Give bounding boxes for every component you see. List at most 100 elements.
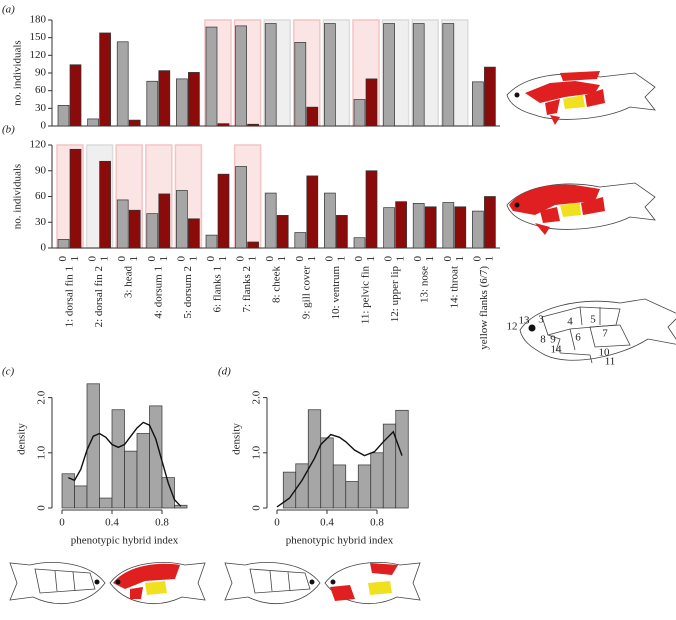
histogram-bar	[282, 471, 297, 509]
bar	[306, 175, 319, 249]
fish-b	[506, 182, 656, 235]
bar	[395, 201, 407, 249]
panel-label: (b)	[2, 124, 15, 136]
bar	[158, 193, 171, 249]
region-number: 9	[550, 334, 556, 346]
bar	[383, 207, 395, 249]
y-tick-label: 1.0	[251, 445, 263, 459]
y-tick-label: 2.0	[36, 390, 48, 404]
series-label: 1	[454, 256, 466, 262]
x-tick-label: 0.8	[370, 517, 384, 529]
bar	[247, 241, 259, 249]
x-tick-label: 4: dorsum 1	[152, 266, 164, 319]
y-tick-label: 90	[35, 164, 47, 176]
y-tick-label: 1.0	[36, 445, 48, 459]
series-label: 1	[276, 256, 288, 262]
series-label: 1	[99, 256, 111, 262]
bar	[454, 206, 467, 249]
region-number: 11	[605, 356, 616, 368]
bar	[235, 166, 247, 249]
y-tick-label: 30	[35, 102, 47, 114]
y-tick-label: 30	[35, 216, 47, 228]
series-label: 0	[264, 256, 276, 262]
bar	[484, 196, 496, 249]
histogram-bar	[86, 383, 100, 509]
bar	[146, 80, 159, 127]
x-tick-label: 13: nose	[419, 266, 431, 303]
series-label: 0	[87, 256, 99, 262]
region-number: 14	[551, 344, 563, 356]
bar	[442, 23, 455, 127]
region-number: 5	[590, 314, 596, 326]
histogram-bar	[161, 477, 175, 509]
y-tick-label: 60	[35, 84, 47, 96]
bar	[176, 78, 188, 127]
x-tick-label: 11: pelvic fin	[360, 266, 372, 325]
bar	[472, 210, 484, 249]
x-tick-label: 8: cheek	[271, 266, 283, 303]
y-tick-label: 150	[30, 31, 47, 43]
bar	[57, 105, 70, 127]
x-tick-label: 0.4	[105, 517, 119, 529]
x-tick-label: 0.4	[320, 517, 334, 529]
bar	[264, 192, 277, 249]
x-tick-label: 12: upper lip	[389, 266, 401, 323]
bar	[205, 234, 218, 249]
series-label: 0	[205, 256, 217, 262]
bar	[365, 170, 378, 249]
series-label: 1	[128, 256, 140, 262]
series-label: 1	[483, 256, 495, 262]
region-number: 8	[540, 334, 546, 346]
x-axis-label: phenotypic hybrid index	[71, 535, 179, 547]
y-tick-label: 120	[30, 49, 47, 61]
histogram-bar	[136, 433, 150, 509]
region-number: 13	[519, 315, 531, 327]
region-number: 10	[599, 347, 611, 359]
bar	[294, 42, 307, 127]
y-axis-label: no. individuals	[12, 164, 24, 229]
series-label: 1	[187, 256, 199, 262]
histogram-bar	[74, 485, 88, 509]
panel-label: (d)	[218, 366, 231, 378]
y-tick-label: 120	[30, 139, 47, 151]
fish-c-pair	[9, 562, 206, 604]
density-curve	[276, 430, 403, 508]
bar	[424, 206, 437, 249]
series-label: 1	[335, 256, 347, 262]
histogram-bar	[332, 464, 347, 509]
fish-regions	[519, 298, 676, 364]
bar	[365, 78, 378, 127]
series-label: 1	[306, 256, 318, 262]
histogram-bar	[382, 423, 397, 509]
histogram-bar	[395, 409, 409, 509]
bar	[99, 160, 111, 249]
bar	[247, 123, 259, 127]
y-tick-label: 0	[251, 505, 263, 511]
series-label: 0	[175, 256, 187, 262]
x-tick-label: 0	[59, 517, 65, 529]
y-tick-label: 90	[35, 67, 47, 79]
x-tick-label: yellow flanks (6/7)	[478, 266, 490, 350]
bar	[484, 66, 496, 127]
series-label: 1	[217, 256, 229, 262]
series-label: 1	[158, 256, 170, 262]
bar	[353, 237, 366, 249]
x-tick-label: 6: flanks 1	[212, 266, 224, 312]
panel-label: (a)	[2, 4, 15, 16]
bar	[306, 106, 319, 127]
region-number: 12	[507, 321, 518, 333]
series-label: 0	[57, 256, 69, 262]
fish-a	[506, 71, 656, 125]
y-tick-label: 0	[36, 505, 48, 511]
bar	[294, 232, 307, 249]
histogram-bar	[111, 409, 125, 509]
bar	[146, 213, 159, 249]
bar	[87, 118, 99, 127]
series-label: 1	[395, 256, 407, 262]
x-tick-label: 2: dorsal fin 2	[93, 266, 105, 327]
series-label: 0	[116, 256, 128, 262]
bar	[188, 218, 200, 249]
series-label: 0	[146, 256, 158, 262]
y-axis-label: density	[231, 423, 243, 455]
